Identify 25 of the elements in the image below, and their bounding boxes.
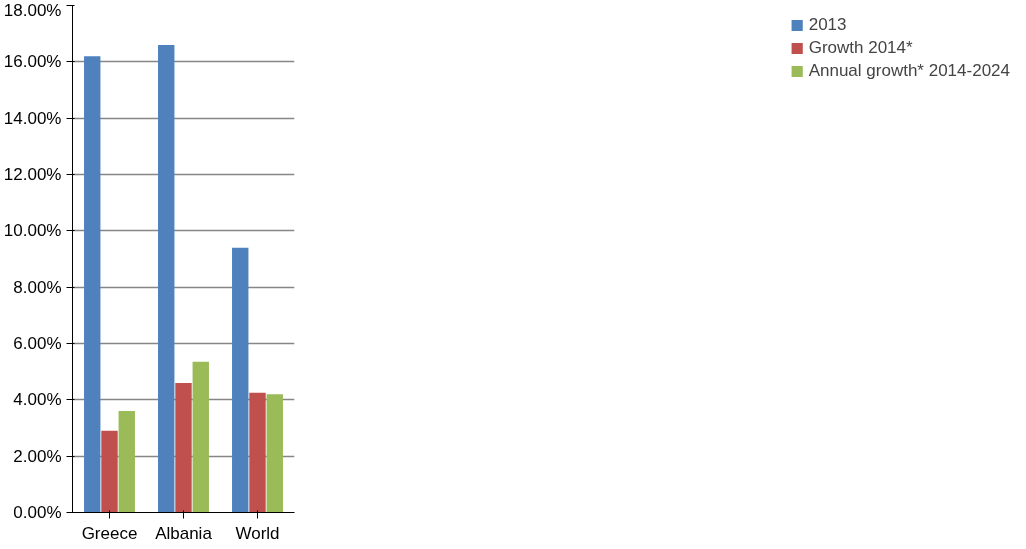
bar [158,44,175,513]
bar [101,430,118,513]
legend-label: Growth 2014* [808,38,913,58]
bar [118,411,135,513]
y-tick-label: 10.00% [3,221,62,241]
y-tick-label: 16.00% [3,52,62,72]
y-tick-label: 18.00% [3,0,62,20]
y-tick-label: 4.00% [13,390,62,410]
y-tick-label: 8.00% [13,277,62,297]
legend-label: Annual growth* 2014-2024 [808,61,1010,81]
x-tick-label: Greece [81,523,138,543]
bar [175,382,192,513]
legend-label: 2013 [808,15,847,35]
bar [266,394,283,513]
y-tick-label: 6.00% [13,334,62,353]
y-tick-label: 2.00% [13,446,62,466]
y-tick-label: 12.00% [3,165,62,184]
x-tick-label: World [235,523,280,543]
bar [232,247,249,513]
bar [192,361,209,513]
bar [84,56,101,513]
y-tick-label: 14.00% [3,108,62,128]
y-tick-label: 0.00% [13,503,62,522]
bar [249,392,266,513]
x-tick-label: Albania [155,523,213,543]
